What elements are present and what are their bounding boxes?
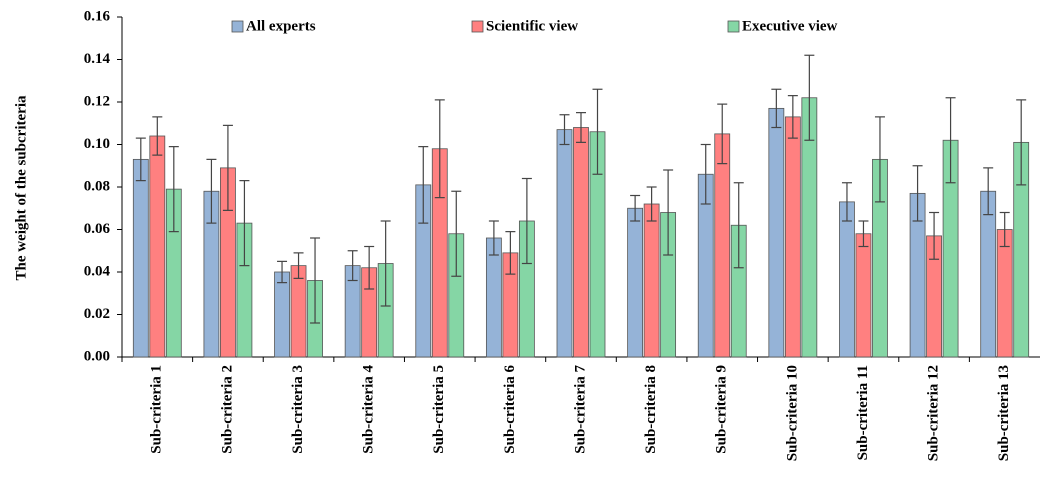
error-bar: [983, 167, 994, 216]
bar: [996, 229, 1013, 358]
x-tick-label: Sub-criteria 7: [572, 365, 588, 454]
y-tick-label: 0.08: [84, 178, 110, 194]
legend-label: All experts: [246, 18, 316, 34]
error-bar: [592, 88, 603, 175]
error-bar: [700, 143, 711, 205]
y-tick-label: 0.02: [84, 306, 110, 322]
bar: [855, 233, 872, 358]
error-bar: [505, 231, 516, 275]
bar: [784, 116, 801, 358]
legend-label: Scientific view: [486, 18, 578, 34]
x-tick-label: Sub-criteria 10: [784, 365, 800, 461]
x-tick-label: Sub-criteria 11: [855, 365, 871, 460]
error-bar: [999, 211, 1010, 248]
error-bar: [135, 137, 146, 182]
x-tick-label: Sub-criteria 2: [219, 365, 235, 454]
y-tick-label: 0.14: [84, 51, 111, 67]
y-tick-label: 0.16: [84, 8, 111, 24]
error-bar: [559, 114, 570, 146]
x-tick-label: Sub-criteria 4: [361, 365, 377, 454]
x-tick-label: Sub-criteria 9: [714, 365, 730, 454]
error-bar: [841, 182, 852, 222]
error-bar: [912, 165, 923, 222]
error-bar: [347, 250, 358, 282]
legend-swatch: [231, 20, 244, 33]
bar: [643, 203, 660, 358]
bar: [980, 190, 997, 358]
bar: [132, 158, 149, 358]
error-bar: [277, 260, 288, 284]
error-bar: [717, 103, 728, 165]
x-tick-label: Sub-criteria 13: [996, 365, 1012, 461]
bar: [627, 207, 644, 358]
error-bar: [434, 99, 445, 199]
error-bar: [206, 158, 217, 224]
x-tick-label: Sub-criteria 8: [643, 365, 659, 454]
error-bar: [945, 97, 956, 184]
error-bar: [152, 116, 163, 156]
error-bar: [418, 146, 429, 224]
error-bar: [222, 124, 233, 211]
error-bar: [488, 220, 499, 256]
legend-label: Executive view: [742, 18, 838, 34]
error-bar: [521, 177, 532, 265]
error-bar: [804, 54, 815, 141]
error-bar: [310, 237, 321, 324]
error-bar: [1016, 99, 1027, 186]
y-axis-title: The weight of the subcriteria: [13, 95, 29, 280]
y-tick-label: 0.10: [84, 136, 110, 152]
error-bar: [380, 220, 391, 307]
legend-swatch: [727, 20, 740, 33]
error-bar: [787, 95, 798, 139]
x-tick-label: Sub-criteria 3: [290, 365, 306, 454]
bar: [290, 265, 307, 358]
bar: [485, 237, 502, 358]
error-bar: [239, 180, 250, 267]
bar: [149, 135, 166, 358]
y-tick-label: 0.06: [84, 221, 111, 237]
error-bar: [663, 169, 674, 256]
x-tick-label: Sub-criteria 1: [149, 365, 165, 454]
bar: [573, 127, 589, 358]
y-tick-label: 0.04: [84, 263, 111, 279]
error-bar: [293, 252, 304, 279]
bar: [556, 129, 573, 358]
error-bar: [364, 245, 375, 290]
error-bar: [771, 88, 782, 129]
error-bar: [874, 116, 885, 203]
x-tick-label: Sub-criteria 5: [431, 365, 447, 454]
bar: [768, 107, 785, 358]
error-bar: [929, 211, 940, 260]
bar: [714, 133, 731, 358]
error-bar: [630, 194, 641, 222]
error-bar: [576, 112, 586, 143]
error-bar: [733, 182, 744, 269]
x-tick-label: Sub-criteria 6: [502, 365, 518, 454]
error-bar: [858, 220, 869, 248]
error-bar: [451, 190, 462, 277]
bar: [274, 271, 290, 358]
x-tick-label: Sub-criteria 12: [926, 365, 942, 461]
bar: [839, 201, 855, 358]
error-bar: [168, 146, 179, 233]
error-bar: [646, 186, 657, 222]
y-tick-label: 0.00: [84, 348, 110, 364]
y-tick-label: 0.12: [84, 93, 110, 109]
legend-swatch: [471, 20, 484, 33]
